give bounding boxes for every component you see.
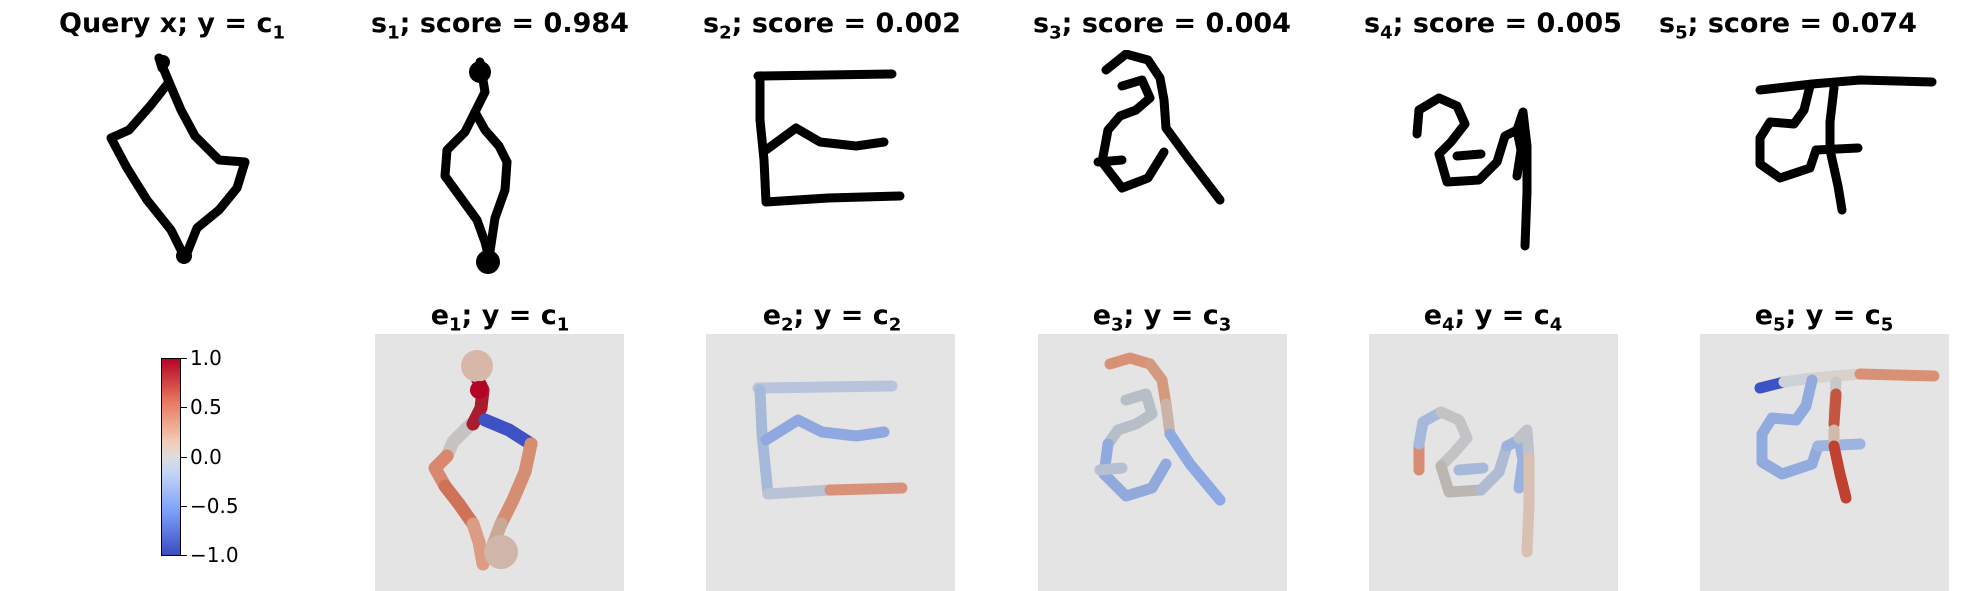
colorbar-tick-label: 0.5	[190, 395, 222, 419]
e5-heatmap-panel	[1700, 334, 1949, 591]
query-glyph	[47, 50, 297, 290]
colorbar-tick-label: −1.0	[190, 543, 239, 567]
s5-glyph	[1700, 50, 1950, 290]
colorbar-tick	[181, 555, 187, 556]
colorbar-tick	[181, 457, 187, 458]
s3-glyph	[1038, 50, 1288, 290]
s2-title: s2; score = 0.002	[703, 8, 961, 44]
e3-heatmap-panel	[1038, 334, 1287, 591]
e4-title: e4; y = c4	[1423, 300, 1563, 336]
colorbar	[161, 358, 181, 556]
e2-heatmap-panel	[706, 334, 955, 591]
colorbar-tick-label: 0.0	[190, 445, 222, 469]
colorbar-tick	[181, 358, 187, 359]
colorbar-tick-label: −0.5	[190, 494, 239, 518]
s4-glyph	[1369, 50, 1619, 290]
e2-title: e2; y = c2	[762, 300, 902, 336]
query-title: Query x; y = c1	[59, 8, 285, 44]
e5-title: e5; y = c5	[1754, 300, 1894, 336]
colorbar-tick	[181, 506, 187, 507]
e1-heatmap-panel	[375, 334, 624, 591]
e1-title: e1; y = c1	[430, 300, 570, 336]
s1-glyph	[375, 50, 625, 290]
s3-title: s3; score = 0.004	[1033, 8, 1291, 44]
s2-glyph	[706, 50, 956, 290]
s1-title: s1; score = 0.984	[371, 8, 629, 44]
colorbar-tick	[181, 407, 187, 408]
colorbar-tick-label: 1.0	[190, 346, 222, 370]
e4-heatmap-panel	[1369, 334, 1618, 591]
s4-title: s4; score = 0.005	[1364, 8, 1622, 44]
e3-title: e3; y = c3	[1092, 300, 1232, 336]
s5-title: s5; score = 0.074	[1659, 8, 1917, 44]
